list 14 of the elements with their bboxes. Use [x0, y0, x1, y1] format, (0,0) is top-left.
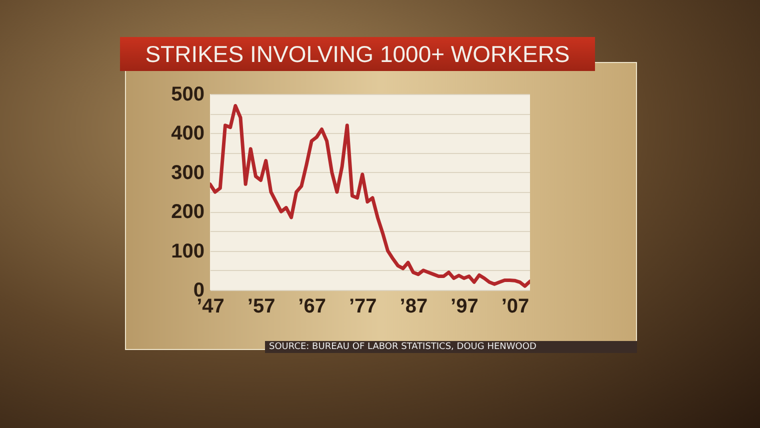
line-series	[210, 104, 530, 288]
x-tick-label: ’57	[247, 296, 276, 318]
y-tick-label: 300	[171, 162, 204, 184]
x-tick-label: ’07	[501, 296, 530, 318]
x-tick-label: ’77	[348, 296, 377, 318]
x-tick-label: ’87	[400, 296, 428, 318]
y-tick-label: 100	[171, 240, 204, 262]
y-tick-label: 200	[171, 201, 204, 224]
x-tick-label: ’97	[450, 296, 478, 318]
source-note: SOURCE: BUREAU OF LABOR STATISTICS, DOUG HENWOOD	[265, 341, 637, 353]
y-tick-label: 500	[171, 84, 204, 106]
y-tick-label: 400	[171, 122, 204, 145]
chart-title: STRIKES INVOLVING 1000+ WORKERS	[120, 37, 595, 71]
x-tick-label: ’67	[298, 296, 326, 318]
